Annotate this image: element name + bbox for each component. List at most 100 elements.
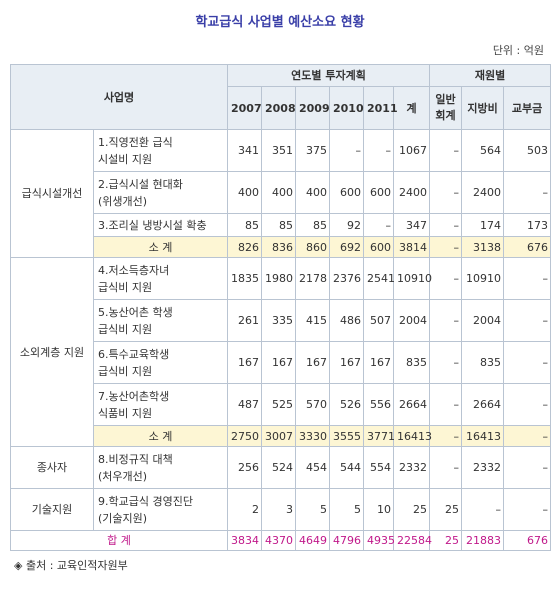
value-cell: 554 xyxy=(363,446,394,489)
header-local-funds: 지방비 xyxy=(461,86,505,130)
value-cell: 570 xyxy=(295,383,330,426)
item-line: 7.농산어촌학생 xyxy=(98,389,170,403)
item-cell: 4.저소득층자녀 급식비 지원 xyxy=(93,257,228,300)
value-cell: 4649 xyxy=(295,530,330,551)
value-cell: 3834 xyxy=(227,530,262,551)
value-cell: 174 xyxy=(461,213,505,237)
value-cell: – xyxy=(429,446,463,489)
value-cell: – xyxy=(429,299,463,342)
value-cell: 2376 xyxy=(329,257,364,300)
table-row: 7.농산어촌학생 식품비 지원 487 525 570 526 556 2664–2664– xyxy=(11,383,552,426)
header-project: 사업명 xyxy=(10,64,228,130)
value-cell: – xyxy=(503,425,552,447)
item-line: 식품비 지원 xyxy=(98,406,153,420)
total-row: 합 계 3834 4370 4649 4796 4935 22584 25 21883 676 xyxy=(10,530,552,551)
item-cell: 8.비정규직 대책 (처우개선) xyxy=(93,446,228,489)
value-cell: 335 xyxy=(261,299,296,342)
value-cell: 167 xyxy=(261,341,296,384)
value-cell: – xyxy=(363,213,394,237)
value-cell: 676 xyxy=(503,530,552,551)
value-cell: 3771 xyxy=(363,425,395,447)
table-row: 기술지원 9.학교급식 경영진단 (기술지원) 2 3 5 5 10 25 25– – xyxy=(10,488,552,531)
value-cell: 556 xyxy=(363,383,394,426)
header-year: 2011 xyxy=(363,86,398,130)
item-line: 4.저소득층자녀 xyxy=(98,263,170,277)
value-cell: – xyxy=(363,129,394,172)
value-cell: 835 xyxy=(392,341,431,384)
value-cell: 2178 xyxy=(295,257,330,300)
value-cell: 400 xyxy=(295,171,330,214)
value-cell: 3330 xyxy=(295,425,330,447)
item-cell: 9.학교급식 경영진단 (기술지원) xyxy=(93,488,228,531)
item-line: 급식비 지원 xyxy=(98,364,153,378)
budget-table: 사업명 연도별 투자계획 재원별 2007 2008 2009 2010 201… xyxy=(10,64,552,551)
header-sum: 계 xyxy=(392,86,431,130)
value-cell: 2004 xyxy=(392,299,431,342)
value-cell: – xyxy=(503,341,552,384)
value-cell: 256 xyxy=(227,446,262,489)
value-cell: 503 xyxy=(503,129,552,172)
value-cell: 826 xyxy=(227,236,262,258)
header-general-account: 일반회계 xyxy=(429,86,463,130)
value-cell: 2664 xyxy=(461,383,505,426)
item-line: 시설비 지원 xyxy=(98,152,153,166)
item-line: 6.특수교육학생 xyxy=(98,347,170,361)
header-year: 2008 xyxy=(261,86,296,130)
category-cell: 소외계층 지원 xyxy=(10,257,94,447)
value-cell: – xyxy=(429,213,463,237)
total-label: 합 계 xyxy=(10,530,228,551)
table-row: 종사자 8.비정규직 대책 (처우개선) 256 524 454 544 554 2332–… xyxy=(10,446,552,489)
value-cell: 85 xyxy=(295,213,330,237)
value-cell: 1980 xyxy=(261,257,296,300)
value-cell: 836 xyxy=(261,236,296,258)
item-line: (기술지원) xyxy=(98,511,148,525)
value-cell: 600 xyxy=(329,171,364,214)
value-cell: 487 xyxy=(227,383,262,426)
value-cell: 835 xyxy=(461,341,505,384)
value-cell: 3555 xyxy=(329,425,364,447)
value-cell: 25 xyxy=(429,488,463,531)
value-cell: 4935 xyxy=(363,530,395,551)
table-row: 5.농산어촌 학생 급식비 지원 261 335 415 486 507 2004–2004… xyxy=(11,299,552,342)
value-cell: – xyxy=(503,446,552,489)
value-cell: 415 xyxy=(295,299,330,342)
value-cell: 676 xyxy=(503,236,552,258)
value-cell: 454 xyxy=(295,446,330,489)
header-year: 2009 xyxy=(295,86,330,130)
value-cell: 4370 xyxy=(261,530,296,551)
item-line: (처우개선) xyxy=(98,469,148,483)
subtotal-label: 소 계 xyxy=(93,236,228,258)
item-line: 8.비정규직 대책 xyxy=(98,452,173,466)
value-cell: 351 xyxy=(261,129,296,172)
table-row: 급식시설개선 1.직영전환 급식 시설비 지원 341 351 375– –1067–5… xyxy=(10,129,552,258)
item-line: 1.직영전환 급식 xyxy=(98,135,173,149)
value-cell: 544 xyxy=(329,446,364,489)
value-cell: – xyxy=(429,383,463,426)
value-cell: 526 xyxy=(329,383,364,426)
item-cell: 3.조리실 냉방시설 확충 xyxy=(93,213,228,237)
item-line: 5.농산어촌 학생 xyxy=(98,305,173,319)
value-cell: – xyxy=(429,171,463,214)
value-cell: 1067 xyxy=(392,129,431,172)
value-cell: 173 xyxy=(503,213,552,237)
value-cell: 347 xyxy=(392,213,431,237)
table-row: 소외계층 지원 4.저소득층자녀 급식비 지원 1835 1980 2178 2376 2… xyxy=(10,257,552,447)
value-cell: 21883 xyxy=(461,530,505,551)
value-cell: 4796 xyxy=(329,530,364,551)
value-cell: 2400 xyxy=(392,171,431,214)
value-cell: 507 xyxy=(363,299,394,342)
value-cell: – xyxy=(329,129,364,172)
value-cell: 85 xyxy=(261,213,296,237)
value-cell: 524 xyxy=(261,446,296,489)
value-cell: 2400 xyxy=(461,171,505,214)
value-cell: – xyxy=(429,425,463,447)
value-cell: 3007 xyxy=(261,425,296,447)
value-cell: 400 xyxy=(227,171,262,214)
category-cell: 급식시설개선 xyxy=(10,129,94,258)
value-cell: – xyxy=(429,236,463,258)
table-row: 2.급식시설 현대화 (위생개선) 400 400 400 600 600 2400–240… xyxy=(11,171,552,214)
value-cell: 2750 xyxy=(227,425,262,447)
